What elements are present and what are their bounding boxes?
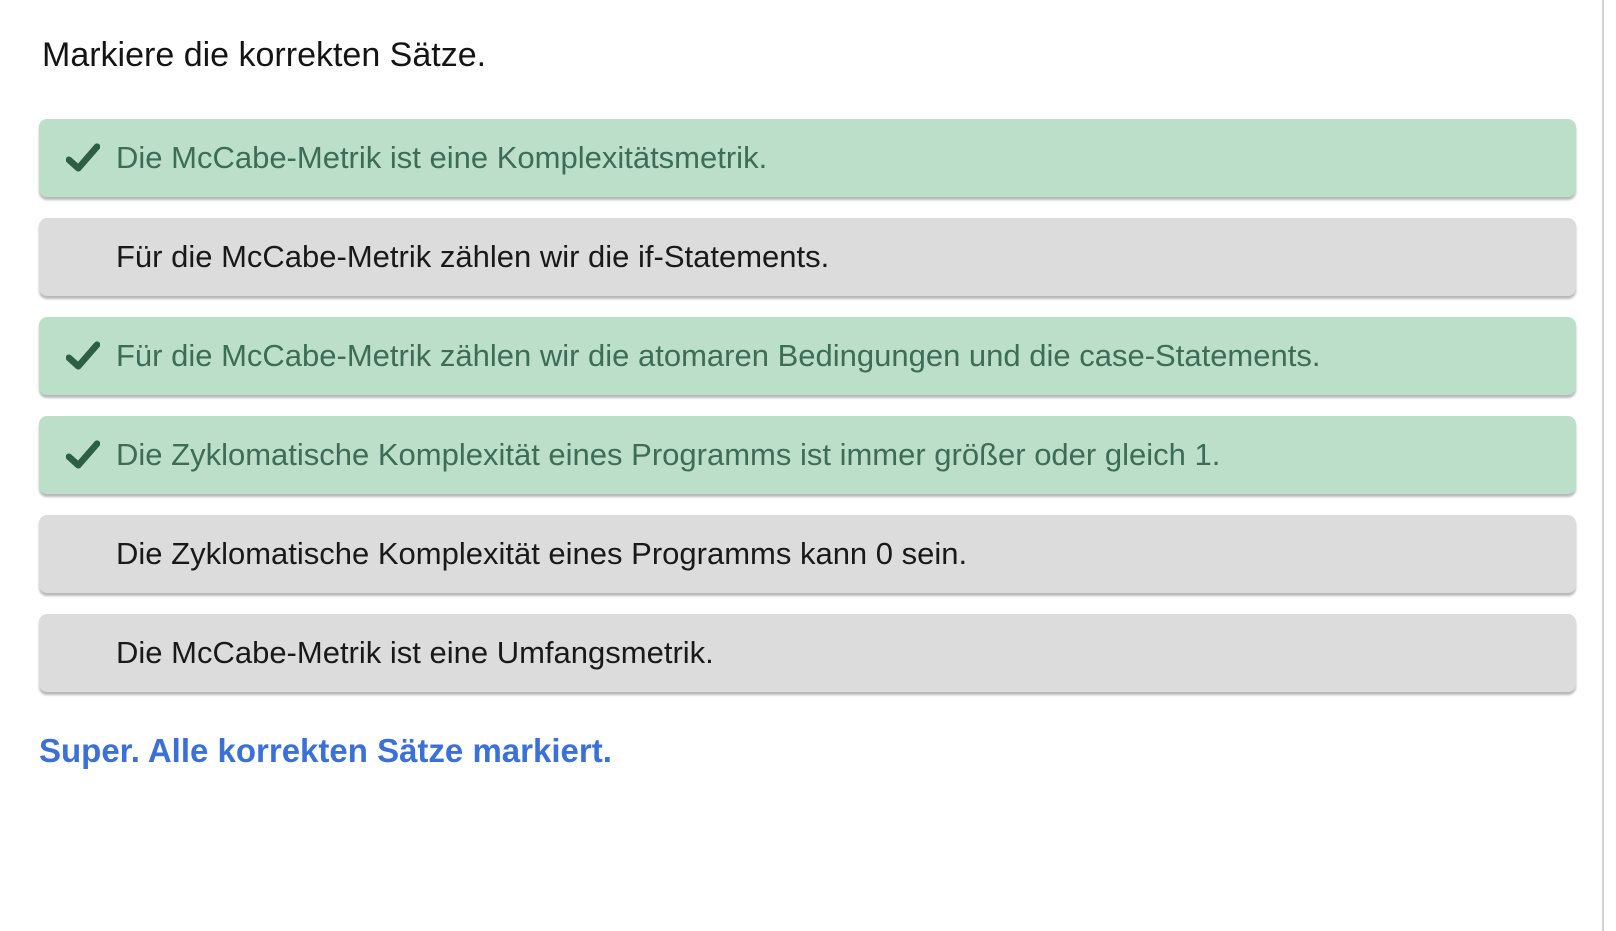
- quiz-panel: Markiere die korrekten Sätze. Die McCabe…: [39, 36, 1576, 769]
- check-icon: [66, 142, 100, 172]
- check-icon: [66, 340, 100, 370]
- option-label: Für die McCabe-Metrik zählen wir die ato…: [116, 338, 1321, 373]
- option-label: Für die McCabe-Metrik zählen wir die if-…: [116, 239, 830, 274]
- option-label: Die Zyklomatische Komplexität eines Prog…: [116, 437, 1221, 472]
- check-icon: [66, 439, 100, 469]
- quiz-option[interactable]: Die Zyklomatische Komplexität eines Prog…: [39, 515, 1576, 593]
- quiz-option[interactable]: Die McCabe-Metrik ist eine Komplexitätsm…: [39, 119, 1576, 197]
- quiz-option[interactable]: Für die McCabe-Metrik zählen wir die ato…: [39, 317, 1576, 395]
- option-label: Die Zyklomatische Komplexität eines Prog…: [116, 536, 968, 571]
- option-label: Die McCabe-Metrik ist eine Komplexitätsm…: [116, 140, 768, 175]
- vertical-divider: [1602, 0, 1604, 931]
- option-label: Die McCabe-Metrik ist eine Umfangsmetrik…: [116, 635, 714, 670]
- page-title: Markiere die korrekten Sätze.: [42, 36, 487, 74]
- quiz-option[interactable]: Für die McCabe-Metrik zählen wir die if-…: [39, 218, 1576, 296]
- quiz-option[interactable]: Die Zyklomatische Komplexität eines Prog…: [39, 416, 1576, 494]
- quiz-option[interactable]: Die McCabe-Metrik ist eine Umfangsmetrik…: [39, 614, 1576, 692]
- feedback-text: Super. Alle korrekten Sätze markiert.: [39, 732, 612, 769]
- options-list: Die McCabe-Metrik ist eine Komplexitätsm…: [39, 119, 1576, 692]
